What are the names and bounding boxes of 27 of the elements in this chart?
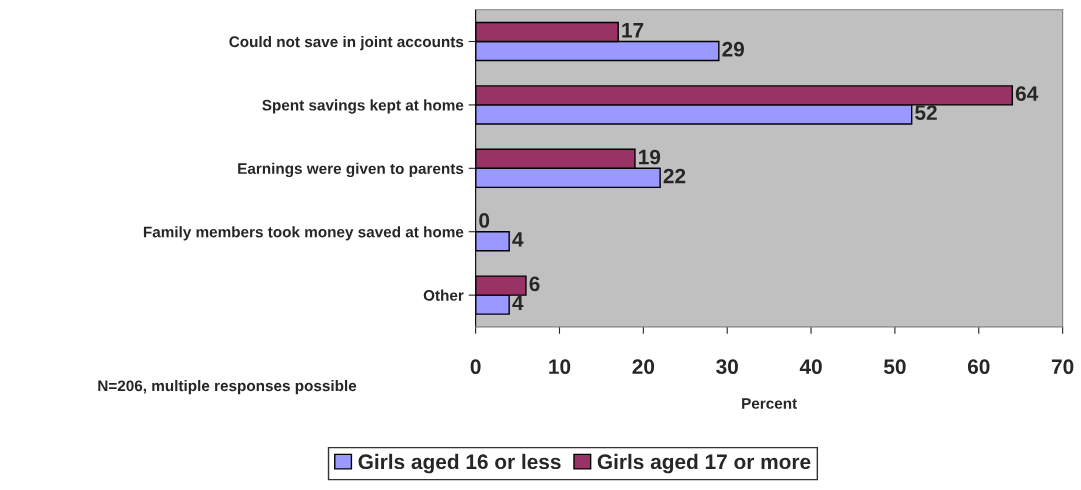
data-label: 19: [639, 149, 661, 165]
x-tick-label: 20: [632, 359, 655, 375]
y-tick-label: Spent savings kept at home: [262, 99, 464, 114]
legend-label: Girls aged 16 or less: [358, 453, 561, 474]
data-label: 17: [622, 23, 644, 38]
y-tick-label: Earnings were given to parents: [238, 162, 464, 178]
y-tick-label: Could not save in joint accounts: [229, 35, 464, 51]
data-label: 4: [512, 295, 524, 311]
data-label: 6: [529, 276, 540, 292]
x-tick-label: 70: [1051, 359, 1074, 375]
x-axis-title: Percent: [742, 398, 797, 409]
x-tick-label: 0: [470, 359, 481, 375]
data-label: 52: [915, 105, 937, 121]
y-tick-label: Other: [423, 289, 464, 301]
legend-label: Girls aged 17 or more: [597, 453, 811, 474]
x-tick-label: 40: [799, 359, 822, 375]
x-tick-label: 30: [716, 359, 738, 375]
data-label: 0: [479, 213, 490, 228]
data-label: 29: [722, 41, 744, 57]
data-label: 22: [663, 168, 686, 184]
x-tick-label: 50: [883, 359, 906, 375]
x-tick-label: 10: [549, 359, 571, 375]
x-tick-label: 60: [967, 359, 990, 375]
text: N=206, multiple responses possible: [98, 379, 357, 395]
y-tick-label: Family members took money saved at home: [143, 226, 464, 241]
data-label: 64: [1015, 86, 1039, 101]
data-label: 4: [512, 232, 524, 247]
